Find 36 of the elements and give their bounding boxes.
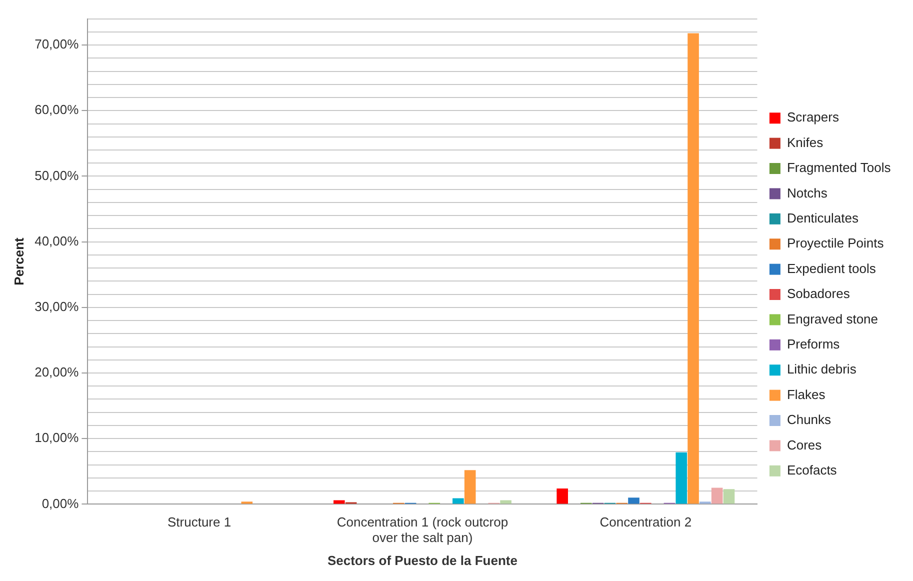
bar bbox=[711, 488, 723, 504]
legend-label: Engraved stone bbox=[786, 311, 878, 326]
x-tick-label: Concentration 2 bbox=[600, 514, 692, 530]
x-axis-title: Sectors of Puesto de la Fuente bbox=[327, 552, 518, 568]
bar bbox=[452, 498, 464, 504]
y-tick-label: 0,00% bbox=[42, 496, 80, 511]
y-tick-label: 70,00% bbox=[34, 36, 80, 52]
y-tick-label: 20,00% bbox=[34, 364, 80, 380]
y-tick-label: 50,00% bbox=[34, 168, 80, 183]
legend-label: Fragmented Tools bbox=[786, 160, 892, 176]
y-axis-title: Percent bbox=[11, 236, 26, 286]
bar bbox=[688, 33, 699, 504]
legend-label: Chunks bbox=[786, 412, 832, 428]
y-tick-label: 10,00% bbox=[34, 430, 80, 446]
legend-label: Proyectile Points bbox=[786, 236, 884, 251]
legend-label: Notchs bbox=[786, 185, 828, 200]
x-tick-label: Structure 1 bbox=[167, 514, 232, 530]
legend-label: Denticulates bbox=[786, 210, 859, 226]
bar bbox=[628, 498, 640, 504]
legend-label: Lithic debris bbox=[786, 362, 857, 377]
legend-label: Flakes bbox=[786, 386, 826, 402]
legend-label: Preforms bbox=[786, 336, 840, 352]
bar bbox=[723, 489, 735, 504]
legend-label: Expedient tools bbox=[786, 260, 876, 276]
y-tick-label: 30,00% bbox=[34, 298, 80, 314]
y-tick-label: 60,00% bbox=[34, 102, 80, 118]
legend-label: Sobadores bbox=[786, 286, 850, 302]
bar bbox=[676, 452, 688, 504]
legend-label: Scrapers bbox=[786, 110, 840, 125]
x-tick-label: Concentration 1 (rock outcrop over the salt pan) bbox=[336, 514, 508, 546]
legend-label: Ecofacts bbox=[786, 462, 838, 478]
bar bbox=[556, 488, 568, 504]
legend-label: Knifes bbox=[786, 134, 824, 150]
y-tick-label: 40,00% bbox=[34, 233, 80, 248]
legend-label: Cores bbox=[786, 437, 822, 452]
bar bbox=[464, 470, 476, 504]
